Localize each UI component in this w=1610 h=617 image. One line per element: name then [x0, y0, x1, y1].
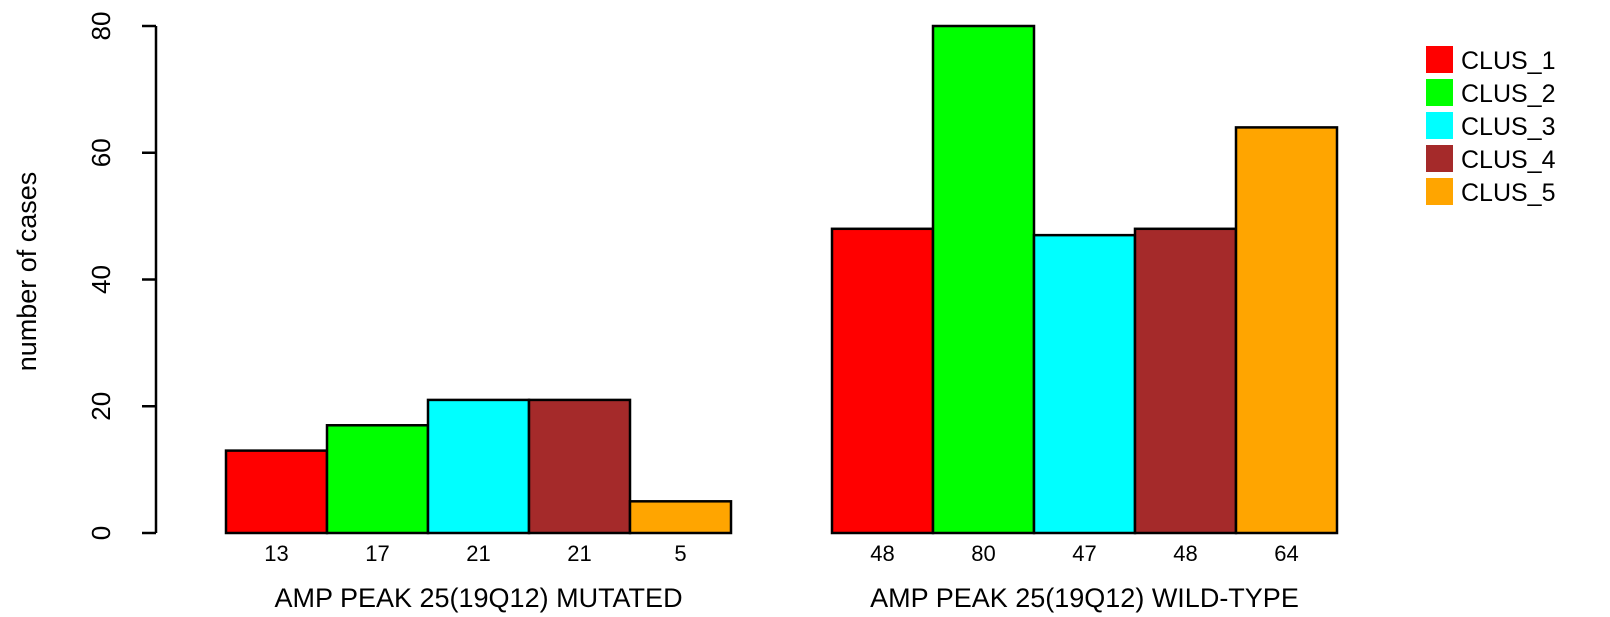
bar-clus-1-group-1 — [224, 449, 329, 535]
y-tick-label: 20 — [86, 392, 116, 421]
value-label: 21 — [567, 541, 591, 566]
y-axis-label: number of cases — [12, 172, 42, 372]
legend-swatch-clus-2 — [1426, 79, 1453, 106]
value-label: 80 — [971, 541, 995, 566]
value-label: 48 — [870, 541, 894, 566]
legend-swatch-clus-4 — [1426, 145, 1453, 172]
bar-clus-5-group-2 — [1234, 126, 1339, 535]
bar-clus-5-group-1 — [628, 500, 733, 535]
value-label: 21 — [466, 541, 490, 566]
bar-clus-3-group-1 — [426, 398, 531, 535]
y-tick-label: 60 — [86, 138, 116, 167]
value-label: 47 — [1072, 541, 1096, 566]
group-label-2: AMP PEAK 25(19Q12) WILD-TYPE — [870, 583, 1299, 613]
legend-label-clus-5: CLUS_5 — [1461, 179, 1556, 207]
value-label: 64 — [1274, 541, 1298, 566]
value-label: 13 — [264, 541, 288, 566]
value-label: 17 — [365, 541, 389, 566]
legend-label-clus-1: CLUS_1 — [1461, 47, 1556, 75]
y-tick-label: 40 — [86, 265, 116, 294]
legend-label-clus-4: CLUS_4 — [1461, 146, 1556, 174]
y-axis: 0 20 40 60 80 — [86, 12, 158, 540]
bar-clus-4-group-2 — [1133, 227, 1238, 535]
value-label: 5 — [674, 541, 686, 566]
group-label-1: AMP PEAK 25(19Q12) MUTATED — [274, 583, 682, 613]
y-tick-label: 80 — [86, 12, 116, 41]
bars-layer — [224, 24, 1339, 535]
bar-clus-4-group-1 — [527, 398, 632, 535]
bar-clus-2-group-1 — [325, 424, 430, 535]
legend-label-clus-2: CLUS_2 — [1461, 80, 1556, 108]
value-labels-layer: 13 17 21 21 5 48 80 47 48 64 — [264, 541, 1298, 566]
group-labels-layer: AMP PEAK 25(19Q12) MUTATED AMP PEAK 25(19… — [274, 583, 1298, 613]
bar-clus-1-group-2 — [830, 227, 935, 535]
y-tick-label: 0 — [86, 526, 116, 540]
legend-label-clus-3: CLUS_3 — [1461, 113, 1556, 141]
legend-swatch-clus-5 — [1426, 178, 1453, 205]
value-label: 48 — [1173, 541, 1197, 566]
legend-swatch-clus-1 — [1426, 46, 1453, 73]
legend-swatch-clus-3 — [1426, 112, 1453, 139]
legend: CLUS_1 CLUS_2 CLUS_3 CLUS_4 CLUS_5 — [1426, 46, 1556, 207]
bar-clus-3-group-2 — [1032, 233, 1137, 535]
bar-clus-2-group-2 — [931, 24, 1036, 535]
